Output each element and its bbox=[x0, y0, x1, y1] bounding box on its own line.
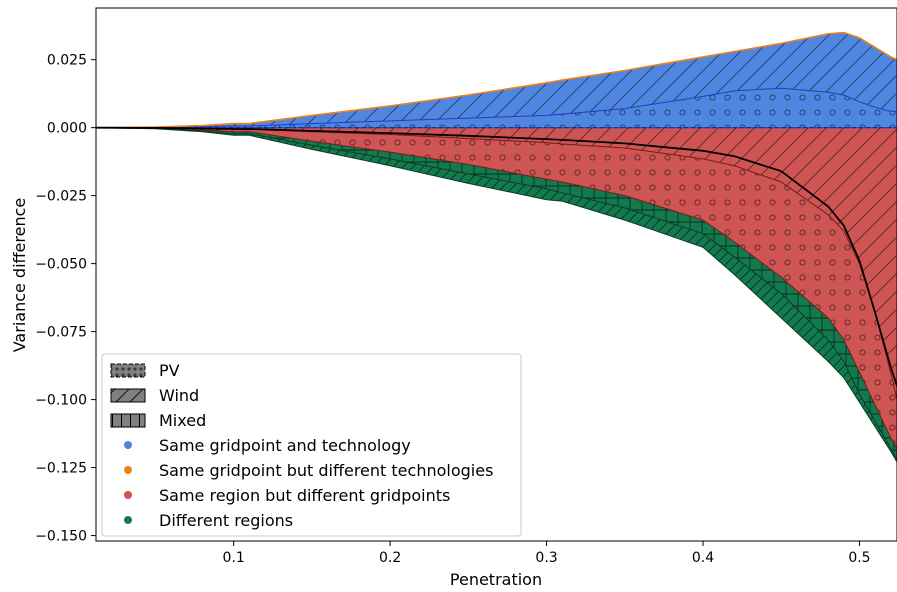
x-tick-label: 0.3 bbox=[535, 550, 557, 566]
area-hatch-1 bbox=[96, 88, 897, 128]
legend-marker-same-gridpoint-technology bbox=[124, 441, 132, 449]
stacked-areas bbox=[96, 32, 897, 463]
area-edge-5 bbox=[96, 127, 897, 463]
y-tick-label: −0.150 bbox=[35, 529, 87, 545]
y-tick-label: −0.075 bbox=[35, 325, 87, 341]
x-axis-label: Penetration bbox=[450, 570, 542, 589]
legend-label-same-region-different-gridpoints: Same region but different gridpoints bbox=[159, 486, 450, 505]
legend: PV Wind Mixed Same gridpoint and technol… bbox=[101, 353, 522, 537]
legend-marker-same-region-different-gridpoints bbox=[124, 491, 132, 499]
legend-entry-same-gridpoint-technology: Same gridpoint and technology bbox=[124, 436, 411, 455]
x-tick-label: 0.4 bbox=[692, 550, 714, 566]
y-tick-label: −0.025 bbox=[35, 189, 87, 205]
x-axis-ticks: 0.1 0.2 0.3 0.4 0.5 bbox=[223, 541, 871, 566]
y-axis-ticks: 0.025 0.000 −0.025 −0.050 −0.075 −0.100 −0.125… bbox=[35, 53, 96, 545]
y-tick-label: −0.125 bbox=[35, 461, 87, 477]
y-tick-label: 0.025 bbox=[47, 53, 87, 69]
area-hatch-3 bbox=[96, 127, 897, 449]
legend-entry-same-gridpoint-different-technologies: Same gridpoint but different technologie… bbox=[124, 461, 493, 480]
legend-entry-mixed: Mixed bbox=[110, 411, 206, 430]
reference-line bbox=[96, 126, 897, 387]
x-tick-label: 0.2 bbox=[379, 550, 401, 566]
legend-hatch-mixed bbox=[110, 413, 146, 428]
legend-label-different-regions: Different regions bbox=[159, 511, 293, 530]
y-tick-label: −0.100 bbox=[35, 393, 87, 409]
upper-edge-line bbox=[96, 31, 897, 129]
legend-hatch-wind bbox=[110, 388, 146, 403]
area-edge-3 bbox=[96, 127, 897, 449]
x-tick-label: 0.5 bbox=[848, 550, 870, 566]
legend-entry-wind: Wind bbox=[110, 386, 199, 405]
legend-label-pv: PV bbox=[159, 361, 180, 380]
legend-label-mixed: Mixed bbox=[159, 411, 206, 430]
plot-frame bbox=[95, 7, 897, 542]
y-tick-label: 0.000 bbox=[47, 121, 87, 137]
legend-marker-same-gridpoint-different-technologies bbox=[124, 466, 132, 474]
legend-label-wind: Wind bbox=[159, 386, 199, 405]
legend-entry-pv: PV bbox=[110, 361, 180, 380]
area-edge-4 bbox=[96, 127, 897, 460]
area-hatch-2 bbox=[96, 127, 897, 400]
legend-label-same-gridpoint-technology: Same gridpoint and technology bbox=[159, 436, 411, 455]
legend-marker-different-regions bbox=[124, 516, 132, 524]
legend-hatch-pv bbox=[110, 363, 146, 378]
legend-entry-different-regions: Different regions bbox=[124, 511, 293, 530]
legend-label-same-gridpoint-different-technologies: Same gridpoint but different technologie… bbox=[159, 461, 493, 480]
legend-box bbox=[101, 353, 522, 537]
x-tick-label: 0.1 bbox=[223, 550, 245, 566]
y-axis-label: Variance difference bbox=[10, 198, 29, 353]
area-edge-0 bbox=[96, 87, 897, 129]
area-hatch-0 bbox=[96, 32, 897, 128]
y-tick-label: −0.050 bbox=[35, 257, 87, 273]
legend-entry-same-region-different-gridpoints: Same region but different gridpoints bbox=[124, 486, 450, 505]
series-lines bbox=[96, 31, 897, 463]
